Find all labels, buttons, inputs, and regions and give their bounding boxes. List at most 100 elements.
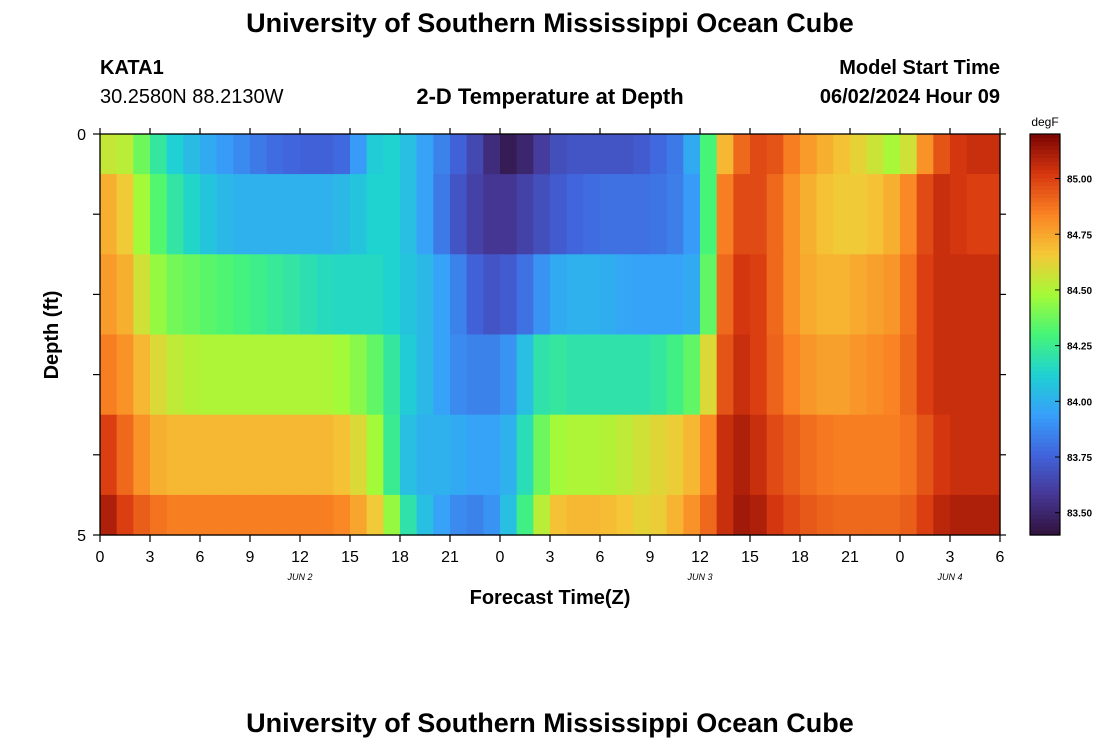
heatmap-cell — [933, 414, 951, 496]
y-axis-title: Depth (ft) — [41, 291, 63, 380]
heatmap-cell — [766, 134, 784, 175]
heatmap-cell — [466, 174, 484, 255]
heatmap-cell — [916, 414, 934, 496]
heatmap-cell — [166, 414, 184, 496]
heatmap-cell — [216, 134, 234, 175]
heatmap-cell — [916, 494, 934, 536]
heatmap-cell — [366, 174, 384, 255]
colorbar-swatch — [1030, 422, 1060, 428]
heatmap-cell — [366, 134, 384, 175]
heatmap-cell — [100, 414, 118, 496]
heatmap-cell — [850, 174, 868, 255]
heatmap-cell — [433, 254, 451, 336]
x-tick-label: 3 — [946, 549, 955, 566]
colorbar-swatch — [1030, 410, 1060, 416]
heatmap-cell — [683, 254, 701, 336]
heatmap-cells — [100, 134, 1001, 536]
heatmap-cell — [400, 414, 418, 496]
colorbar-swatch — [1030, 346, 1060, 352]
heatmap-cell — [883, 414, 901, 496]
heatmap-cell — [183, 494, 201, 536]
heatmap-cell — [383, 254, 401, 336]
heatmap-cell — [500, 134, 518, 175]
colorbar-swatch — [1030, 150, 1060, 155]
chart-title: University of Southern Mississippi Ocean… — [246, 8, 854, 38]
heatmap-cell — [883, 134, 901, 175]
heatmap-cell — [866, 174, 884, 255]
colorbar-swatch — [1030, 526, 1060, 532]
colorbar-swatch — [1030, 362, 1060, 368]
colorbar-swatch — [1030, 246, 1060, 251]
heatmap-cell — [750, 254, 768, 336]
heatmap-cell — [583, 254, 601, 336]
date-label: JUN 2 — [286, 572, 312, 582]
colorbar-swatch — [1030, 522, 1060, 528]
colorbar-swatch — [1030, 142, 1060, 147]
heatmap-cell — [150, 254, 168, 336]
heatmap-cell — [483, 254, 501, 336]
colorbar-swatch — [1030, 494, 1060, 500]
colorbar-tick-label: 84.00 — [1067, 397, 1092, 408]
heatmap-cell — [950, 334, 968, 416]
heatmap-cell — [616, 134, 634, 175]
heatmap-cell — [983, 414, 1001, 496]
heatmap-cell — [383, 494, 401, 536]
heatmap-cell — [516, 134, 534, 175]
heatmap-cell — [950, 174, 968, 255]
heatmap-cell — [433, 134, 451, 175]
colorbar-swatch — [1030, 366, 1060, 372]
heatmap-cell — [616, 334, 634, 416]
y-tick-label: 5 — [77, 528, 86, 545]
colorbar-swatch — [1030, 286, 1060, 291]
heatmap-cell — [833, 174, 851, 255]
heatmap-cell — [633, 134, 651, 175]
heatmap-cell — [183, 134, 201, 175]
heatmap-cell — [766, 334, 784, 416]
heatmap-cell — [116, 254, 134, 336]
heatmap-cell — [966, 134, 984, 175]
heatmap-cell — [483, 494, 501, 536]
x-tick-label: 18 — [391, 549, 409, 566]
heatmap-cell — [866, 254, 884, 336]
colorbar-swatch — [1030, 506, 1060, 512]
heatmap-cell — [150, 174, 168, 255]
colorbar-swatch — [1030, 326, 1060, 332]
heatmap-cell — [883, 174, 901, 255]
heatmap-cell — [466, 494, 484, 536]
colorbar: 85.00 84.75 84.50 84.25 84.00 83.75 83.50 — [1029, 133, 1092, 536]
colorbar-swatch — [1030, 214, 1060, 219]
heatmap-cell — [883, 494, 901, 536]
heatmap-cell — [216, 494, 234, 536]
heatmap-cell — [966, 334, 984, 416]
heatmap-cell — [833, 334, 851, 416]
heatmap-cell — [716, 494, 734, 536]
heatmap-cell — [200, 334, 218, 416]
heatmap-cell — [816, 334, 834, 416]
colorbar-swatch — [1030, 166, 1060, 171]
x-tick-label: 21 — [841, 549, 859, 566]
heatmap-cell — [683, 414, 701, 496]
colorbar-swatch — [1030, 318, 1060, 324]
heatmap-cell — [400, 254, 418, 336]
colorbar-swatch — [1030, 334, 1060, 340]
heatmap-cell — [266, 254, 284, 336]
x-tick-label: 9 — [646, 549, 655, 566]
heatmap-cell — [750, 134, 768, 175]
heatmap-cell — [933, 134, 951, 175]
heatmap-cell — [566, 414, 584, 496]
heatmap-cell — [933, 494, 951, 536]
heatmap-cell — [333, 134, 351, 175]
heatmap-cell — [316, 174, 334, 255]
heatmap-cell — [566, 334, 584, 416]
heatmap-cell — [800, 334, 818, 416]
heatmap-cell — [616, 494, 634, 536]
heatmap-cell — [366, 254, 384, 336]
model-start-value: 06/02/2024 Hour 09 — [819, 86, 1000, 108]
heatmap-cell — [316, 254, 334, 336]
heatmap-cell — [433, 174, 451, 255]
heatmap-cell — [600, 494, 618, 536]
colorbar-swatch — [1030, 358, 1060, 364]
heatmap-cell — [516, 414, 534, 496]
colorbar-swatch — [1030, 290, 1060, 295]
heatmap-cell — [500, 334, 518, 416]
